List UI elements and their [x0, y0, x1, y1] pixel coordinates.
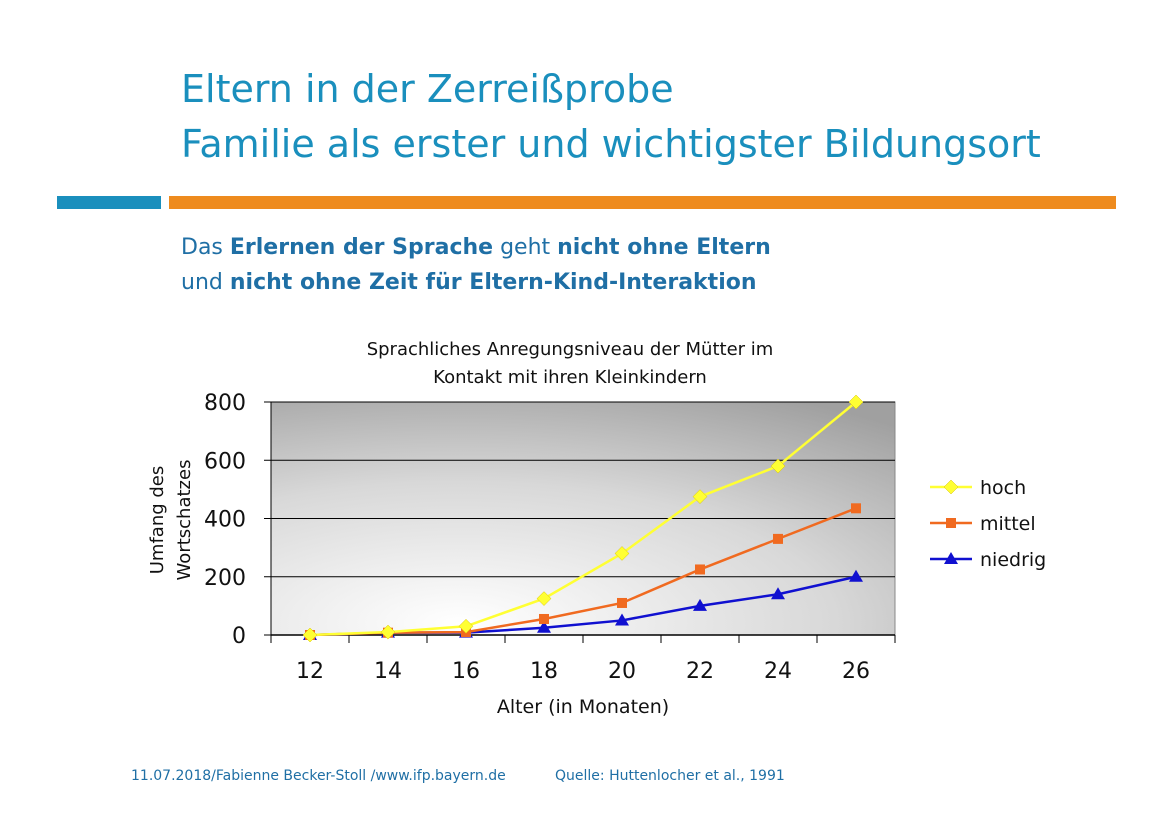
x-tick-label: 26 — [842, 659, 870, 684]
subtitle-emphasis: nicht ohne Zeit für Eltern-Kind-Interakt… — [229, 270, 757, 295]
x-tick-label: 16 — [452, 659, 480, 684]
divider-orange — [169, 196, 1116, 209]
data-point-niedrig — [693, 598, 707, 611]
slide-title-line-1: Eltern in der Zerreißprobe — [181, 67, 674, 111]
subtitle-emphasis: nicht ohne Eltern — [557, 235, 771, 260]
data-point-mittel — [617, 597, 627, 608]
slide-subtitle: Das Erlernen der Sprache geht nicht ohne… — [181, 230, 771, 300]
subtitle-text: Das — [181, 235, 230, 260]
x-tick-label: 24 — [764, 659, 792, 684]
x-tick-label: 12 — [296, 659, 324, 684]
data-point-niedrig — [849, 569, 863, 582]
legend-marker-niedrig — [944, 552, 958, 564]
slide-title: Eltern in der Zerreißprobe Familie als e… — [181, 62, 1041, 172]
footer-author: 11.07.2018/Fabienne Becker-Stoll /www.if… — [131, 768, 506, 784]
chart-title-line-2: Kontakt mit ihren Kleinkindern — [433, 367, 707, 388]
data-point-mittel — [539, 613, 549, 624]
data-point-hoch — [614, 546, 630, 561]
x-tick-label: 18 — [530, 659, 558, 684]
data-point-hoch — [770, 458, 786, 474]
legend-marker-hoch — [943, 479, 959, 495]
data-point-niedrig — [771, 587, 785, 600]
data-point-hoch — [380, 624, 396, 640]
legend-label-hoch: hoch — [980, 477, 1026, 499]
data-point-mittel — [851, 503, 861, 514]
data-point-niedrig — [537, 620, 551, 633]
data-point-hoch — [536, 591, 552, 606]
chart-title: Sprachliches Anregungsniveau der Mütter … — [300, 336, 840, 392]
y-tick-label: 200 — [204, 566, 246, 591]
divider-blue — [57, 196, 161, 209]
data-point-hoch — [458, 618, 474, 634]
legend-label-mittel: mittel — [980, 513, 1036, 535]
x-tick-label: 14 — [374, 659, 402, 684]
subtitle-text: geht — [493, 235, 558, 260]
series-line-mittel — [309, 507, 857, 637]
y-tick-label: 600 — [204, 449, 246, 474]
subtitle-line-1: Das Erlernen der Sprache geht nicht ohne… — [181, 230, 771, 265]
footer-source: Quelle: Huttenlocher et al., 1991 — [555, 768, 785, 784]
subtitle-line-2: und nicht ohne Zeit für Eltern-Kind-Inte… — [181, 265, 771, 300]
data-point-hoch — [302, 627, 318, 643]
data-point-niedrig — [615, 613, 629, 626]
chart-title-line-1: Sprachliches Anregungsniveau der Mütter … — [366, 339, 774, 360]
y-tick-label: 800 — [204, 391, 246, 416]
y-tick-label: 0 — [232, 624, 246, 649]
x-tick-label: 22 — [686, 659, 714, 684]
x-tick-label: 20 — [608, 659, 636, 684]
subtitle-text: und — [181, 270, 230, 295]
y-tick-label: 400 — [204, 508, 246, 533]
data-point-mittel — [695, 564, 705, 575]
legend-marker-mittel — [946, 518, 956, 528]
subtitle-emphasis: Erlernen der Sprache — [229, 235, 494, 260]
series-line-hoch — [309, 401, 857, 637]
data-point-hoch — [692, 489, 708, 505]
slide-title-line-2: Familie als erster und wichtigster Bildu… — [181, 122, 1041, 166]
data-point-mittel — [773, 533, 783, 544]
y-axis-label-line-1: Umfang des — [147, 466, 168, 575]
x-axis-label: Alter (in Monaten) — [497, 696, 669, 718]
legend-label-niedrig: niedrig — [980, 549, 1046, 571]
y-axis-label-line-2: Wortschatzes — [174, 460, 195, 581]
data-point-hoch — [848, 394, 864, 410]
